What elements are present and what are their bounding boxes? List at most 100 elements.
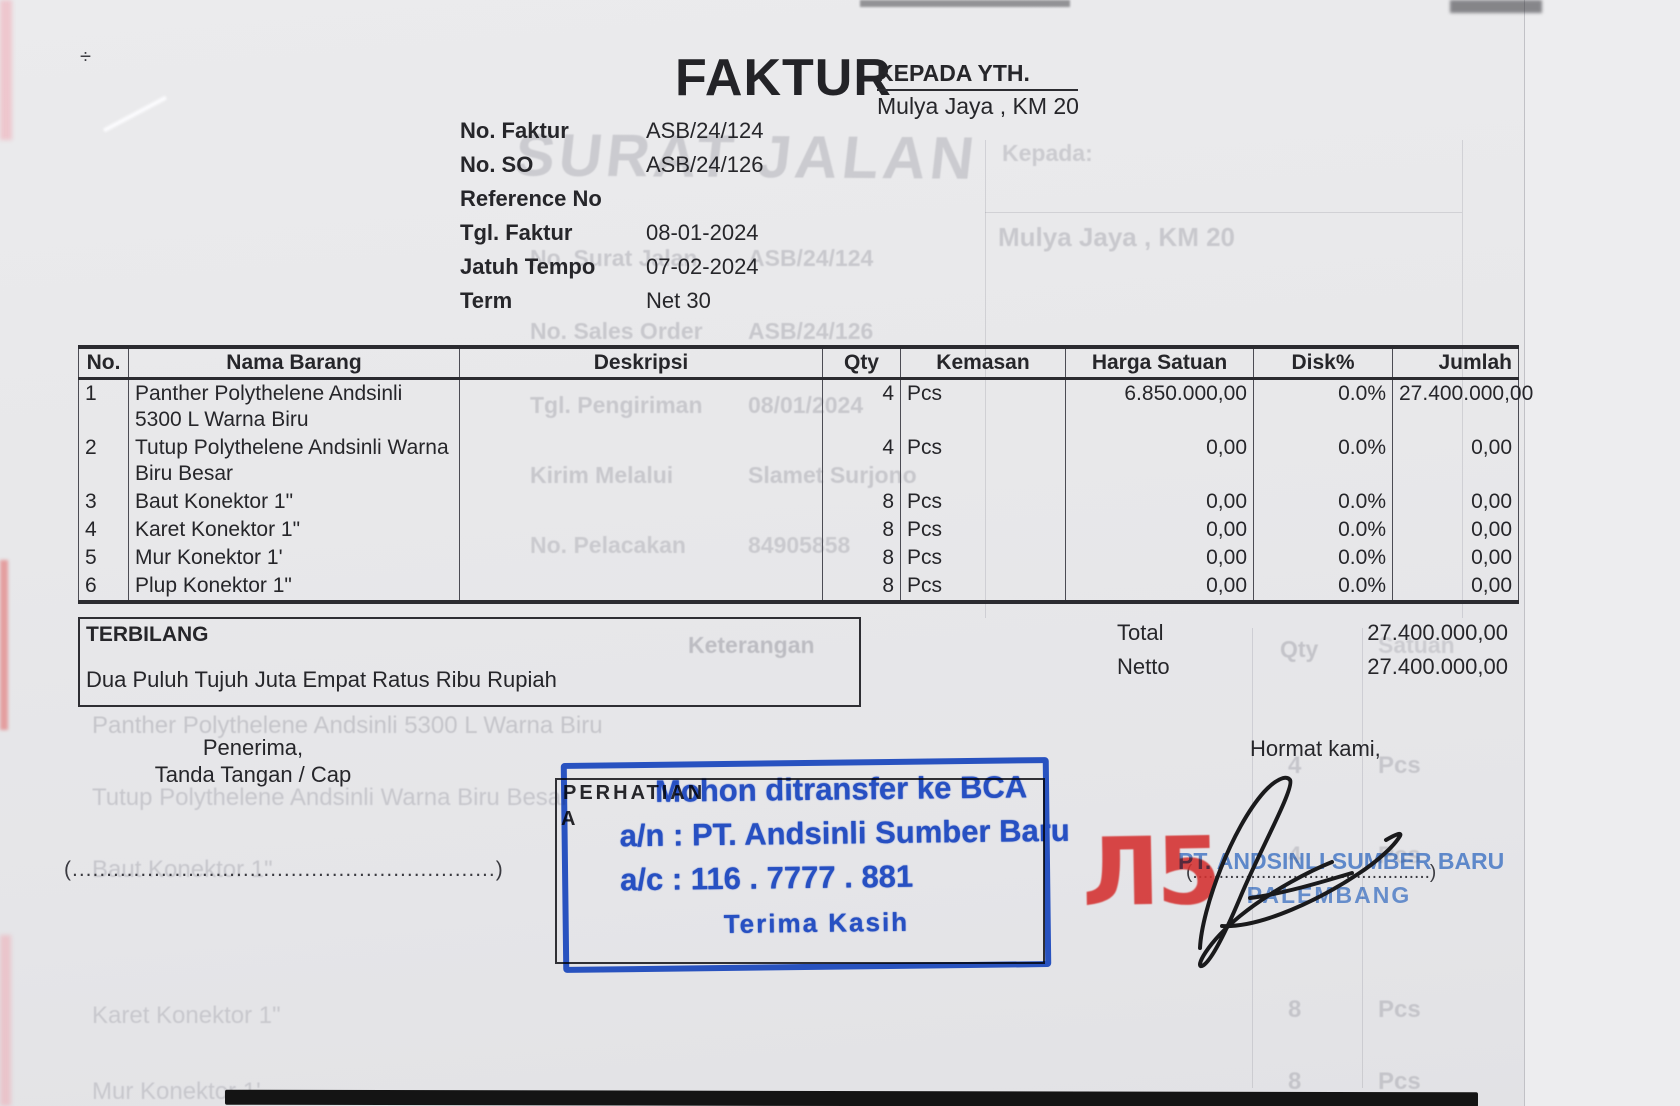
cell-disk: 0.0% [1253, 544, 1393, 572]
col-header-nama: Nama Barang [128, 345, 460, 380]
bleed-rule [985, 212, 1462, 213]
bleed-qty: 8 [1288, 1068, 1302, 1095]
stamp-line-transfer: Mohon ditransfer ke BCA [654, 769, 1028, 809]
scan-smudge [860, 0, 1070, 7]
line-items-table: No. Nama Barang Deskripsi Qty Kemasan Ha… [78, 345, 1533, 604]
cell-harga: 0,00 [1065, 434, 1254, 488]
table-row: 1 Panther Polythelene Andsinli 5300 L Wa… [78, 378, 1533, 434]
cell-jumlah: 27.400.000,00 [1392, 378, 1533, 434]
bleed-qty: 8 [1288, 996, 1302, 1023]
bank-transfer-stamp: Mohon ditransfer ke BCA a/n : PT. Andsin… [560, 757, 1070, 973]
cell-no: 3 [78, 488, 129, 516]
netto-label: Netto [1117, 654, 1170, 679]
cell-disk: 0.0% [1253, 572, 1393, 604]
cell-kemasan: Pcs [900, 572, 1066, 604]
cell-disk: 0.0% [1253, 488, 1393, 516]
meta-value-term: Net 30 [646, 288, 711, 313]
col-header-kemasan: Kemasan [900, 345, 1066, 380]
company-stamp-name: PT. ANDSINLI SUMBER BARU [1178, 848, 1505, 874]
bleed-kepada-label: Kepada: [1002, 140, 1093, 166]
cell-deskripsi [459, 378, 823, 434]
table-row: 2 Tutup Polythelene Andsinli Warna Biru … [78, 434, 1519, 488]
meta-value-jatuh-tempo: 07-02-2024 [646, 254, 759, 279]
terbilang-box: TERBILANG Dua Puluh Tujuh Juta Empat Rat… [78, 617, 861, 707]
stamp-line-thanks: Terima Kasih [723, 906, 910, 940]
cell-disk: 0.0% [1253, 434, 1393, 488]
cell-nama: Baut Konektor 1" [128, 488, 460, 516]
scan-smudge [1450, 0, 1542, 13]
cell-kemasan: Pcs [900, 544, 1066, 572]
cell-qty: 4 [822, 434, 901, 488]
paper-right-edge [1524, 0, 1680, 1106]
cell-qty: 8 [822, 488, 901, 516]
cell-nama: Mur Konektor 1' [128, 544, 460, 572]
cell-harga: 0,00 [1065, 516, 1254, 544]
table-row: 5 Mur Konektor 1' 8 Pcs 0,00 0.0% 0,00 [78, 544, 1519, 572]
meta-label-no-so: No. SO [460, 152, 534, 177]
handwritten-signature [1198, 775, 1403, 968]
recipient-name: Mulya Jaya , KM 20 [877, 93, 1079, 119]
netto-value: 27.400.000,00 [1367, 654, 1508, 679]
perhatian-title: PERHATIAN [563, 782, 706, 804]
table-row: 6 Plup Konektor 1" 8 Pcs 0,00 0.0% 0,00 [78, 572, 1519, 604]
col-header-jumlah: Jumlah [1392, 345, 1519, 380]
cell-no: 4 [78, 516, 129, 544]
col-header-harga: Harga Satuan [1065, 345, 1254, 380]
cell-nama: Plup Konektor 1" [128, 572, 460, 604]
cell-harga: 0,00 [1065, 572, 1254, 604]
total-label: Total [1117, 620, 1164, 645]
meta-label-no-faktur: No. Faktur [460, 118, 569, 143]
cell-jumlah: 0,00 [1392, 434, 1519, 488]
cell-deskripsi [459, 544, 823, 572]
bleed-item: Mur Konektor 1' [92, 1078, 261, 1105]
meta-label-jatuh-tempo: Jatuh Tempo [460, 254, 596, 279]
perhatian-text: A [561, 808, 576, 830]
scan-edge-strip [224, 1089, 1479, 1106]
bleed-item: Karet Konektor 1" [92, 1002, 281, 1029]
cell-harga: 6.850.000,00 [1065, 378, 1254, 434]
cell-kemasan: Pcs [900, 378, 1066, 434]
stamp-line-account-name: a/n : PT. Andsinli Sumber Baru [619, 812, 1070, 854]
cell-no: 1 [78, 378, 129, 434]
cell-nama: Karet Konektor 1" [128, 516, 460, 544]
terbilang-text: Dua Puluh Tujuh Juta Empat Ratus Ribu Ru… [86, 667, 557, 692]
meta-value-no-faktur: ASB/24/124 [646, 118, 764, 143]
cell-kemasan: Pcs [900, 488, 1066, 516]
table-header-row: No. Nama Barang Deskripsi Qty Kemasan Ha… [78, 345, 1519, 380]
bleed-field-label: No. Sales Order [530, 318, 703, 344]
col-header-no: No. [78, 345, 129, 380]
cell-no: 5 [78, 544, 129, 572]
scan-edge-tint [0, 560, 8, 730]
cell-harga: 0,00 [1065, 544, 1254, 572]
perhatian-box: PERHATIAN A [555, 778, 1045, 964]
cell-jumlah: 0,00 [1392, 488, 1519, 516]
cell-qty: 8 [822, 516, 901, 544]
cell-no: 6 [78, 572, 129, 604]
cell-qty: 8 [822, 572, 901, 604]
cell-disk: 0.0% [1253, 516, 1393, 544]
hormat-kami-label: Hormat kami, [1250, 736, 1381, 761]
cell-no: 2 [78, 434, 129, 488]
col-header-qty: Qty [822, 345, 901, 380]
bleed-kepada-value: Mulya Jaya , KM 20 [998, 222, 1235, 252]
cell-deskripsi [459, 516, 823, 544]
penerima-sublabel: Tanda Tangan / Cap [154, 762, 352, 787]
recipient-label: KEPADA YTH. [877, 60, 1078, 91]
table-row: 4 Karet Konektor 1" 8 Pcs 0,00 0.0% 0,00 [78, 516, 1519, 544]
cell-qty: 4 [822, 378, 901, 434]
cell-deskripsi [459, 572, 823, 604]
paper-crease [103, 95, 167, 133]
cell-nama: Tutup Polythelene Andsinli Warna Biru Be… [128, 434, 460, 488]
pen-mark: ÷ [80, 46, 91, 68]
stamp-line-account-number: a/c : 116 . 7777 . 881 [619, 858, 914, 898]
cell-nama: Panther Polythelene Andsinli 5300 L Warn… [128, 378, 460, 434]
cell-deskripsi [459, 434, 823, 488]
bleed-item: Tutup Polythelene Andsinli Warna Biru Be… [92, 784, 570, 811]
document-title: FAKTUR [675, 49, 892, 107]
cell-jumlah: 0,00 [1392, 516, 1519, 544]
cell-kemasan: Pcs [900, 516, 1066, 544]
penerima-label: Penerima, [202, 735, 304, 760]
cell-qty: 8 [822, 544, 901, 572]
cell-jumlah: 0,00 [1392, 544, 1519, 572]
